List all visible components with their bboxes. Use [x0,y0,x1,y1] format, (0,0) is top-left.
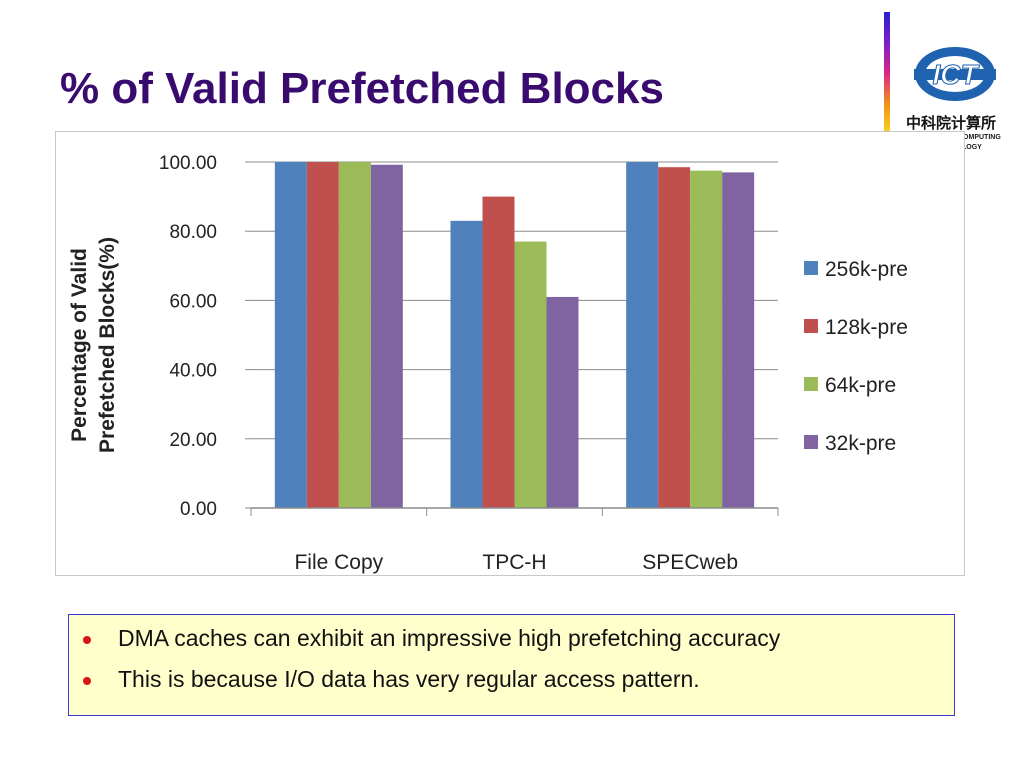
legend-label: 64k-pre [825,374,896,397]
x-tick-label: SPECweb [642,551,738,574]
legend-swatch [804,319,818,333]
ict-logo-icon: ICT [914,47,996,101]
bullet-dot-icon [83,636,91,644]
y-axis-label-line1: Percentage of Valid [68,248,91,442]
bar-32k-pre [722,172,755,508]
logo-subtitle-line1: COMPUTING [958,134,1001,141]
y-tick-label: 0.00 [180,499,217,520]
bar-128k-pre [658,167,691,508]
legend-label: 128k-pre [825,316,908,339]
bullet-dot-icon [83,677,91,685]
bar-128k-pre [306,162,339,508]
legend-swatch [804,435,818,449]
legend-swatch [804,377,818,391]
bar-256k-pre [274,162,307,508]
axes [250,507,779,516]
y-tick-label: 20.00 [169,430,217,451]
bar-32k-pre [370,164,403,508]
y-tick-label: 60.00 [169,291,217,312]
y-axis-label: Percentage of Valid Prefetched Blocks(%) [68,237,119,453]
bullet-text: DMA caches can exhibit an impressive hig… [118,625,781,651]
y-tick-labels: 0.00 20.00 40.00 60.00 80.00 100.00 [159,153,217,520]
bar-256k-pre [626,162,659,508]
x-tick-label: TPC-H [482,551,546,574]
bar-64k-pre [690,170,723,508]
y-tick-label: 100.00 [159,153,217,174]
legend: 256k-pre 128k-pre 64k-pre 32k-pre [804,258,908,455]
bar-128k-pre [482,196,515,508]
chart-frame: 0.00 20.00 40.00 60.00 80.00 100.00 File Copy… [55,131,965,576]
bullet-text: This is because I/O data has very regula… [118,666,700,692]
y-tick-label: 40.00 [169,361,217,382]
bar-32k-pre [546,296,579,508]
logo-band [914,69,996,80]
y-axis-label-line2: Prefetched Blocks(%) [96,237,119,453]
legend-label: 32k-pre [825,432,896,455]
logo-chinese-text: 中科院计算所 [906,114,997,132]
slide-title: % of Valid Prefetched Blocks [60,64,664,113]
bar-64k-pre [338,162,371,508]
legend-label: 256k-pre [825,258,908,281]
bullet-box: DMA caches can exhibit an impressive hig… [68,614,955,716]
x-tick-label: File Copy [294,551,383,574]
bar-chart: 0.00 20.00 40.00 60.00 80.00 100.00 File Copy… [68,153,908,574]
accent-bar [884,12,890,132]
bar-64k-pre [514,241,547,508]
legend-swatch [804,261,818,275]
logo-subtitle-line2: LOGY [962,144,982,151]
logo-text: ICT [932,59,980,90]
bar-256k-pre [450,220,483,508]
bars [274,162,755,508]
x-tick-labels: File Copy TPC-H SPECweb [294,551,738,574]
y-tick-label: 80.00 [169,222,217,243]
